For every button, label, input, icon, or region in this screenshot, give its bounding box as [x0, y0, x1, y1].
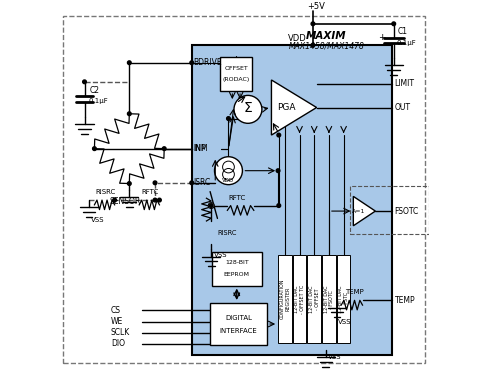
Text: 12-BIT DAC
- OFFSET TC: 12-BIT DAC - OFFSET TC — [294, 285, 305, 314]
Text: TEMP: TEMP — [394, 296, 415, 305]
Text: LIMIT: LIMIT — [394, 79, 415, 88]
Text: VSS: VSS — [214, 252, 228, 258]
Text: INTERFACE: INTERFACE — [220, 328, 257, 334]
Bar — [337, 255, 350, 343]
Text: EEPROM: EEPROM — [224, 272, 250, 277]
Circle shape — [127, 182, 131, 185]
Circle shape — [208, 202, 214, 208]
Circle shape — [276, 169, 280, 173]
Bar — [212, 252, 262, 286]
Text: WE: WE — [111, 317, 123, 326]
Bar — [293, 255, 306, 343]
Text: RISRC: RISRC — [96, 189, 116, 195]
Text: BDRIVE: BDRIVE — [194, 58, 222, 67]
Text: C2: C2 — [90, 86, 99, 95]
Circle shape — [190, 61, 194, 64]
Circle shape — [127, 61, 131, 64]
Circle shape — [215, 157, 243, 185]
Text: 128-BIT: 128-BIT — [225, 261, 248, 265]
Circle shape — [83, 80, 86, 84]
Circle shape — [392, 22, 395, 26]
Text: ISRC: ISRC — [194, 178, 211, 187]
Text: 12-BIT DAC
- OFFSET: 12-BIT DAC - OFFSET — [309, 285, 319, 313]
Circle shape — [311, 22, 315, 26]
Text: FSOTC: FSOTC — [394, 207, 419, 216]
Circle shape — [209, 204, 213, 207]
Text: DIGITAL: DIGITAL — [225, 315, 252, 321]
Circle shape — [93, 147, 96, 150]
Circle shape — [153, 198, 157, 202]
Bar — [322, 255, 336, 343]
Text: VDD: VDD — [222, 178, 235, 183]
Text: A=1: A=1 — [352, 208, 366, 214]
Circle shape — [127, 112, 131, 116]
Text: RISRC: RISRC — [217, 230, 237, 236]
Text: OUT: OUT — [394, 103, 411, 112]
Bar — [350, 187, 429, 234]
Bar — [307, 255, 321, 343]
Text: 12-BIT DAC
- FSTC: 12-BIT DAC - FSTC — [338, 285, 349, 313]
Bar — [210, 303, 267, 345]
Circle shape — [277, 204, 281, 207]
Circle shape — [311, 43, 315, 47]
Text: PGA: PGA — [278, 103, 296, 112]
Text: MAXIM: MAXIM — [306, 31, 346, 41]
Text: RFTC: RFTC — [141, 189, 158, 195]
Text: OFFSET: OFFSET — [224, 66, 248, 70]
Text: +5V: +5V — [307, 2, 324, 11]
Circle shape — [190, 181, 194, 185]
Text: MAX1458/MAX1478: MAX1458/MAX1478 — [289, 42, 365, 51]
Text: 12-BIT DAC
- FSOTC: 12-BIT DAC - FSOTC — [323, 285, 334, 313]
Text: Σ: Σ — [244, 101, 252, 115]
Text: +: + — [378, 32, 386, 41]
Text: VSS: VSS — [328, 354, 341, 360]
Text: DIO: DIO — [111, 339, 125, 348]
Text: 0.1μF: 0.1μF — [88, 98, 108, 104]
Text: (RODAC): (RODAC) — [222, 77, 250, 82]
Circle shape — [113, 198, 117, 202]
Text: CS: CS — [111, 306, 121, 315]
Text: SENSOR: SENSOR — [109, 198, 140, 206]
Circle shape — [158, 198, 161, 202]
Circle shape — [234, 95, 262, 123]
Polygon shape — [353, 196, 375, 226]
Text: CONFIGURATION
REGISTER: CONFIGURATION REGISTER — [279, 279, 290, 319]
Bar — [220, 57, 252, 91]
Text: 0.1μF: 0.1μF — [396, 40, 416, 46]
Circle shape — [227, 117, 230, 120]
Circle shape — [162, 147, 166, 150]
Text: SCLK: SCLK — [111, 328, 130, 337]
Text: INP: INP — [194, 144, 206, 153]
Text: VSS: VSS — [338, 319, 352, 325]
Text: C1: C1 — [397, 27, 407, 36]
Text: VSS: VSS — [91, 217, 104, 223]
Text: VDD: VDD — [288, 34, 307, 43]
Bar — [278, 255, 292, 343]
Bar — [192, 45, 392, 356]
Circle shape — [153, 181, 157, 185]
Polygon shape — [271, 80, 317, 135]
Circle shape — [277, 133, 281, 137]
Text: TEMP: TEMP — [345, 289, 364, 295]
Text: RFTC: RFTC — [229, 195, 246, 201]
Text: INM: INM — [194, 144, 208, 153]
